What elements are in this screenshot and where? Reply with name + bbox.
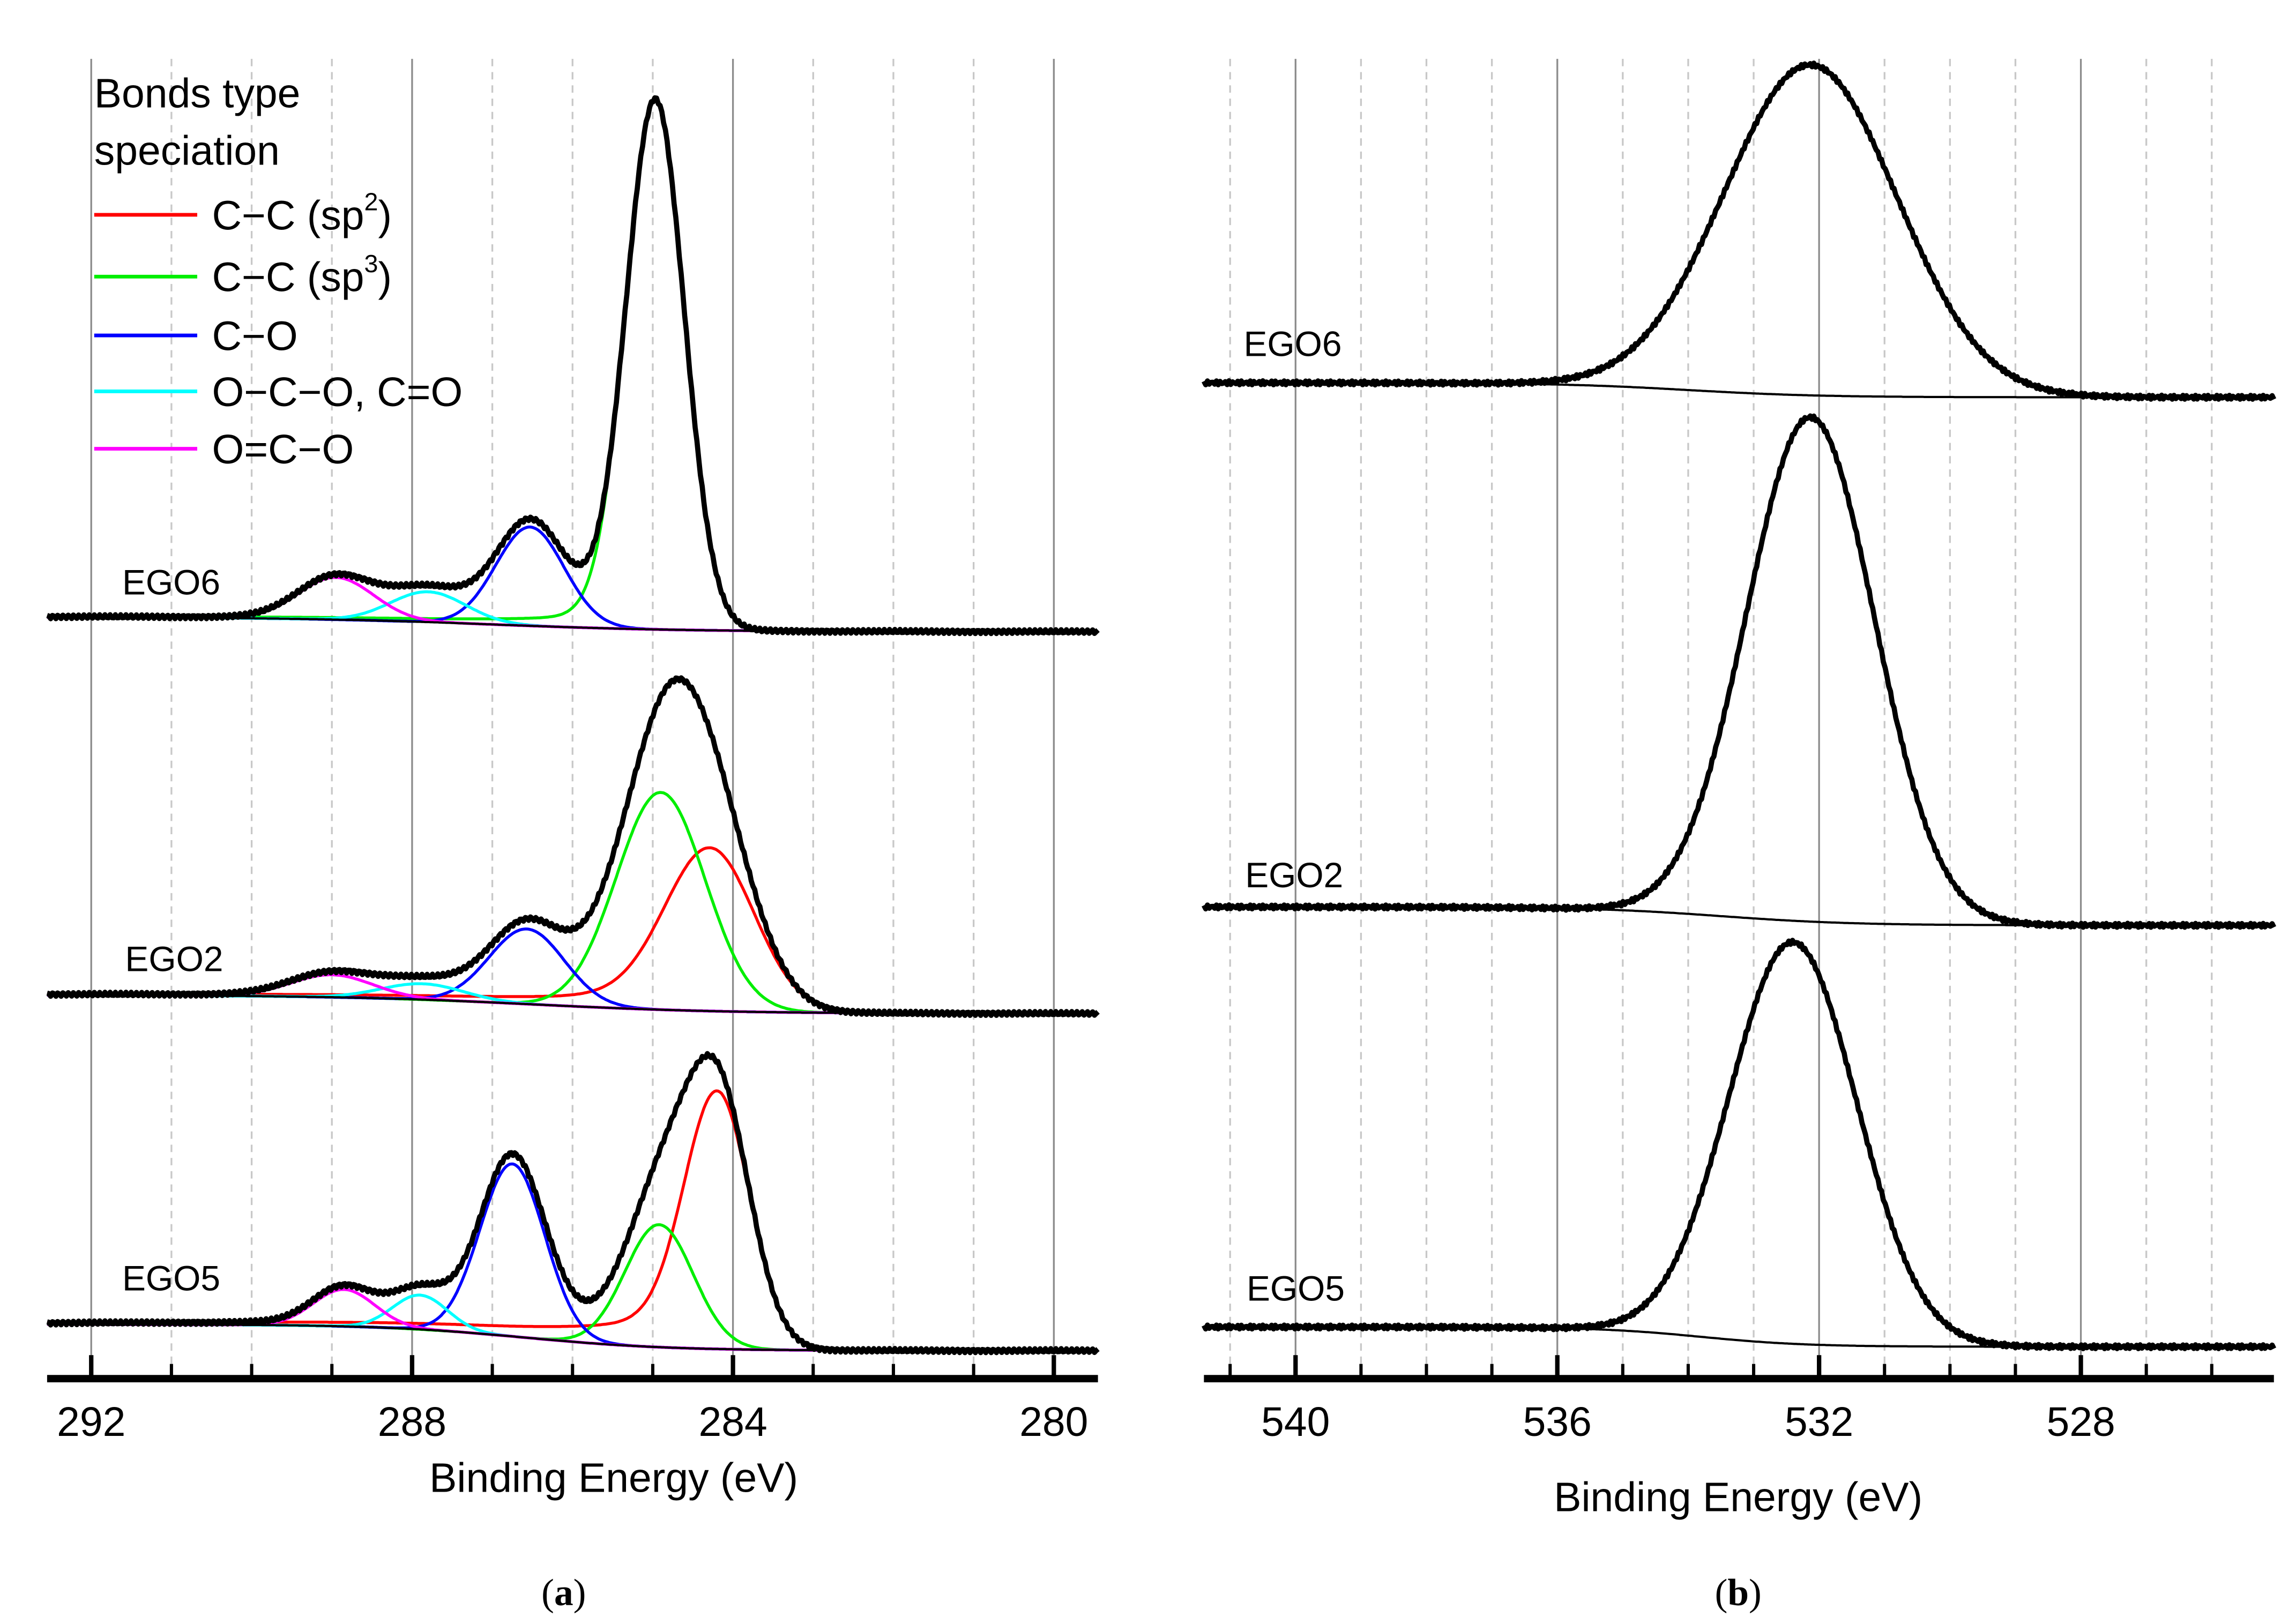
x-tick-label: 540 — [1261, 1399, 1330, 1445]
legend-item: C−C (sp2) — [94, 188, 392, 239]
legend-item: C−C (sp3) — [94, 250, 392, 301]
legend: Bonds type speciation C−C (sp2) C−C (sp3)… — [94, 70, 463, 473]
x-axis-b: 540 536 532 528 — [1204, 1355, 2274, 1445]
envelope-line — [1202, 61, 2277, 402]
envelope-line — [46, 1051, 1100, 1356]
spectrum-label: EGO2 — [125, 939, 223, 978]
spectrum-label: EGO5 — [1247, 1269, 1345, 1308]
legend-label: O=C−O — [212, 426, 354, 473]
component-peak — [47, 791, 1098, 1015]
x-tick-label: 284 — [698, 1399, 767, 1445]
legend-label: C−O — [212, 313, 297, 360]
legend-item: O−C−O, C=O — [94, 369, 463, 415]
x-tick-label: 292 — [57, 1399, 125, 1445]
caption-b: (b) — [1715, 1571, 1762, 1614]
spectrum-ego2: EGO2 — [46, 675, 1100, 1018]
spectrum-ego5: EGO5 — [1202, 938, 2277, 1351]
envelope-line — [46, 675, 1100, 1018]
legend-title-line2: speciation — [94, 128, 280, 174]
curves-b: EGO6 EGO2 EGO5 — [1202, 61, 2277, 1351]
x-axis-title-b: Binding Energy (eV) — [1554, 1474, 1922, 1520]
x-tick-label: 532 — [1785, 1399, 1853, 1445]
legend-label: O−C−O, C=O — [212, 369, 463, 415]
legend-title-line1: Bonds type — [94, 70, 301, 116]
envelope-line — [1202, 413, 2277, 930]
curves-a: EGO6 EGO2 EGO5 — [46, 95, 1100, 1356]
x-axis-a: 292 288 284 280 — [47, 1355, 1098, 1445]
caption-a: (a) — [541, 1571, 586, 1614]
legend-label: C−C (sp3) — [212, 250, 392, 301]
x-tick-label: 280 — [1019, 1399, 1088, 1445]
spectrum-ego6: EGO6 — [46, 95, 1100, 637]
legend-label: C−C (sp2) — [212, 188, 392, 239]
spectrum-ego6: EGO6 — [1202, 61, 2277, 402]
spectrum-label: EGO2 — [1245, 855, 1343, 895]
x-tick-label: 528 — [2046, 1399, 2115, 1445]
spectrum-label: EGO6 — [122, 562, 220, 602]
grid-a — [90, 58, 1055, 1376]
panel-b-o1s-spectra: EGO6 EGO2 EGO5 540 536 532 528 Binding Energy… — [1202, 58, 2277, 1520]
panel-a-c1s-spectra: EGO6 EGO2 EGO5 292 288 284 280 Binding Energy… — [46, 58, 1100, 1501]
envelope-line — [1202, 938, 2277, 1351]
spectrum-label: EGO5 — [122, 1258, 220, 1298]
spectrum-ego2: EGO2 — [1202, 413, 2277, 930]
spectrum-label: EGO6 — [1243, 324, 1341, 364]
envelope-line — [46, 95, 1100, 637]
x-tick-label: 288 — [378, 1399, 446, 1445]
x-axis-title-a: Binding Energy (eV) — [429, 1455, 798, 1501]
legend-item: O=C−O — [94, 426, 354, 473]
grid-b — [1229, 58, 2213, 1376]
spectrum-ego5: EGO5 — [46, 1051, 1100, 1356]
legend-item: C−O — [94, 313, 298, 360]
x-tick-label: 536 — [1523, 1399, 1592, 1445]
